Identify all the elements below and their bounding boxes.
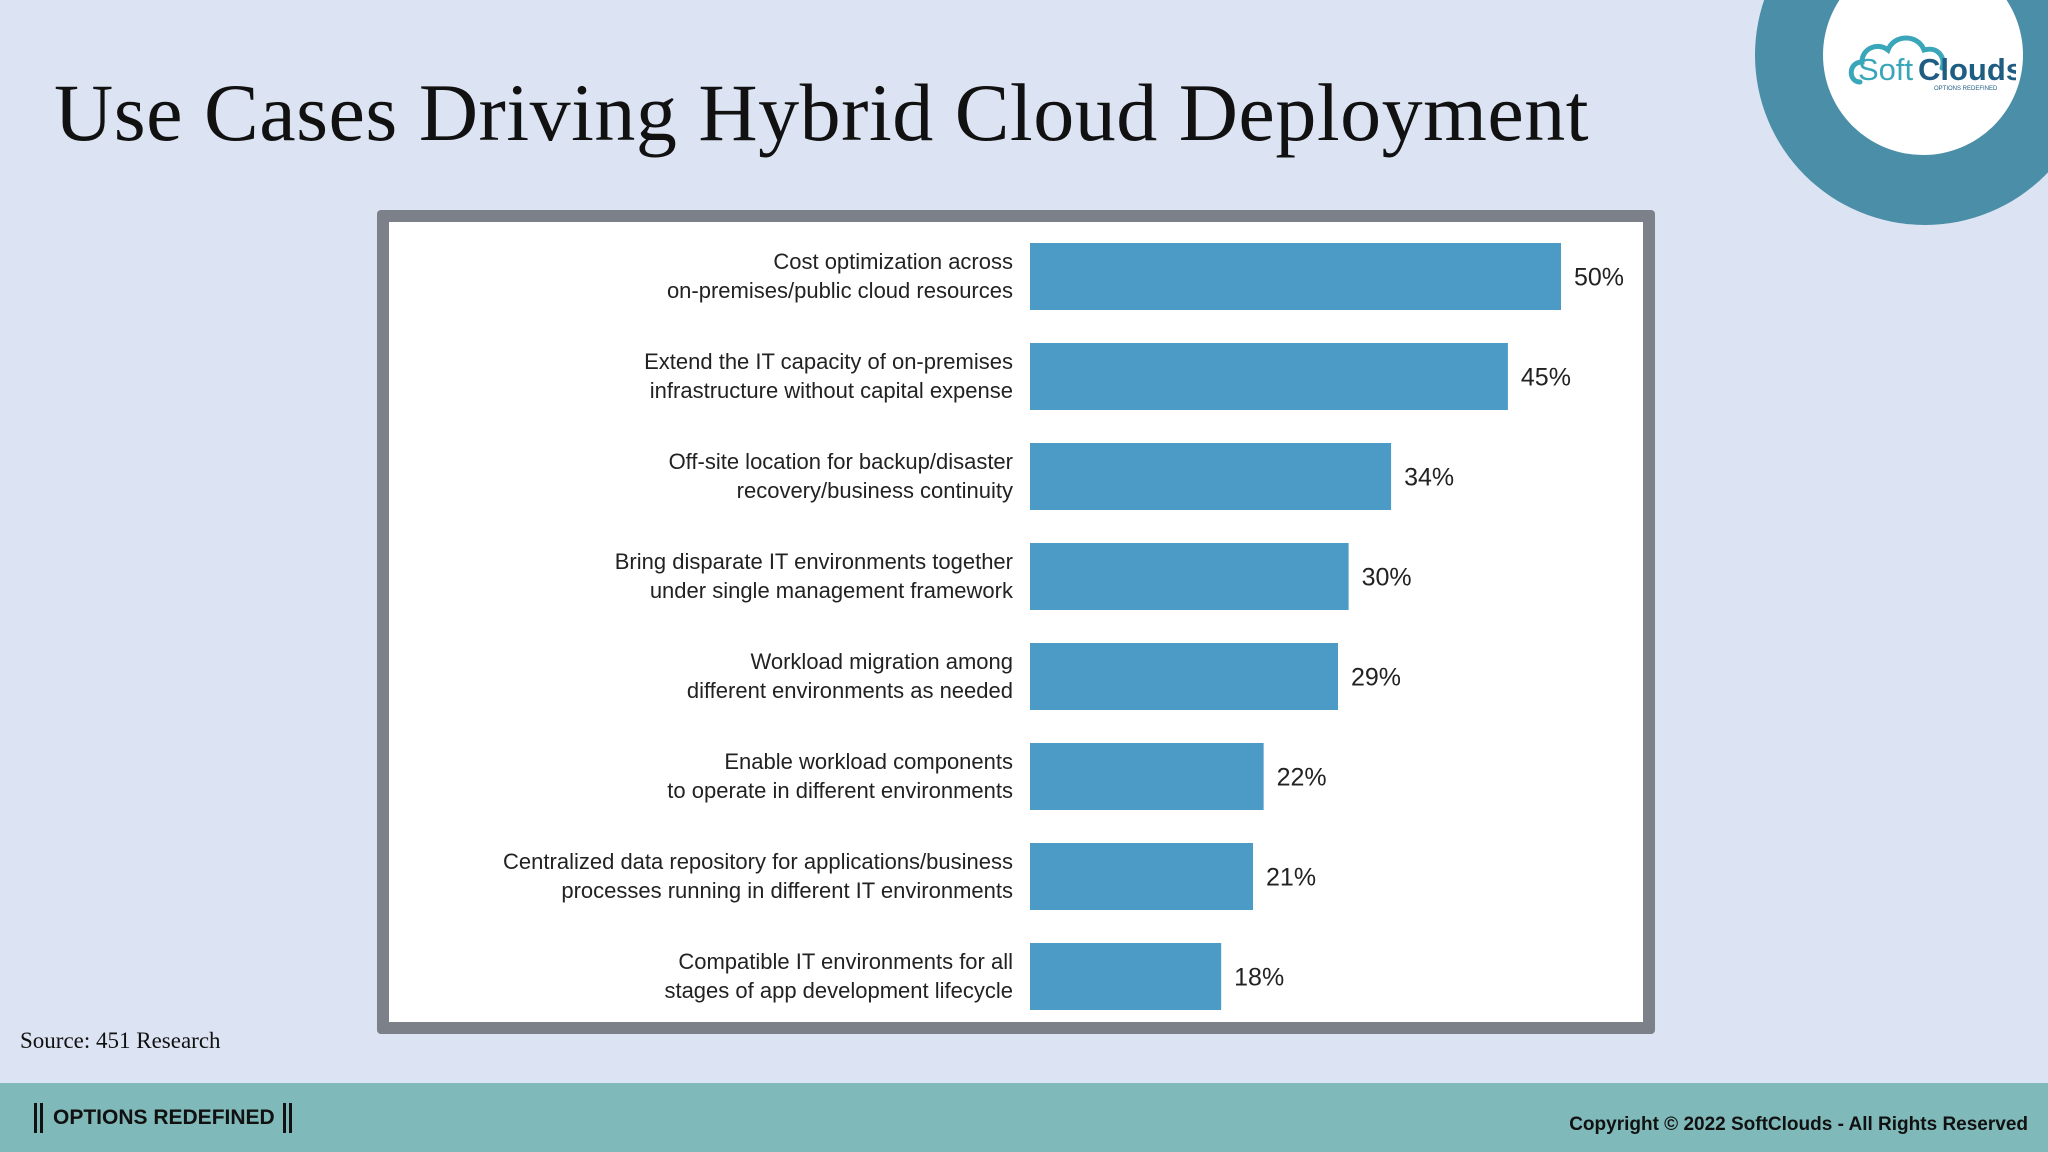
category-label: Workload migration among xyxy=(751,649,1014,674)
category-label: to operate in different environments xyxy=(667,778,1013,803)
chart-bar xyxy=(1030,343,1508,410)
category-label: under single management framework xyxy=(650,578,1014,603)
footer-copyright: Copyright © 2022 SoftClouds - All Rights… xyxy=(1569,1114,2028,1135)
category-label: Centralized data repository for applicat… xyxy=(503,849,1013,874)
slide-title: Use Cases Driving Hybrid Cloud Deploymen… xyxy=(54,67,1590,158)
bar-chart: 50% Cost optimization across on-premises/p… xyxy=(503,243,1624,1010)
category-label: different environments as needed xyxy=(687,678,1013,703)
logo-clouds-text: Clouds xyxy=(1918,52,2016,87)
data-label: 30% xyxy=(1362,564,1412,592)
category-label: Bring disparate IT environments together xyxy=(615,549,1013,574)
logo-disc xyxy=(1823,0,2023,155)
chart-bar xyxy=(1030,943,1222,1010)
double-bar-icon xyxy=(34,1103,43,1133)
category-label: Enable workload components xyxy=(724,749,1013,774)
category-label: on-premises/public cloud resources xyxy=(667,278,1013,303)
source-note: Source: 451 Research xyxy=(20,1028,221,1053)
chart-bar xyxy=(1030,243,1561,310)
data-label: 34% xyxy=(1404,464,1454,492)
footer-tagline: OPTIONS REDEFINED xyxy=(53,1106,275,1129)
data-label: 18% xyxy=(1234,964,1284,992)
category-label: Compatible IT environments for all xyxy=(678,949,1013,974)
softclouds-logo: Soft Clouds OPTIONS REDEFINED xyxy=(1848,35,2016,92)
data-label: 22% xyxy=(1277,764,1327,792)
data-label: 21% xyxy=(1266,864,1316,892)
chart-bar xyxy=(1030,843,1254,910)
chart-bar xyxy=(1030,543,1349,610)
footer-tagline-group: OPTIONS REDEFINED xyxy=(34,1103,292,1133)
chart-frame: 50% Cost optimization across on-premises/p… xyxy=(377,210,1655,1034)
chart-panel: 50% Cost optimization across on-premises/p… xyxy=(389,222,1643,1022)
category-label: processes running in different IT enviro… xyxy=(561,878,1013,903)
logo-soft-text: Soft xyxy=(1858,52,1914,87)
category-label: Cost optimization across xyxy=(773,249,1013,274)
category-label: recovery/business continuity xyxy=(737,478,1013,503)
data-label: 50% xyxy=(1574,264,1624,292)
cloud-logo-icon xyxy=(1848,35,1946,85)
chart-bar xyxy=(1030,643,1338,710)
category-label: stages of app development lifecycle xyxy=(664,978,1013,1003)
logo-tagline: OPTIONS REDEFINED xyxy=(1934,86,1998,92)
chart-bar xyxy=(1030,443,1392,510)
category-label: Off-site location for backup/disaster xyxy=(669,449,1013,474)
data-label: 29% xyxy=(1351,664,1401,692)
category-label: Extend the IT capacity of on-premises xyxy=(644,349,1013,374)
category-label: infrastructure without capital expense xyxy=(650,378,1013,403)
double-bar-icon xyxy=(282,1103,292,1133)
chart-bar xyxy=(1030,743,1264,810)
data-label: 45% xyxy=(1521,364,1571,392)
footer-bar: OPTIONS REDEFINED Copyright © 2022 SoftC… xyxy=(0,1083,2048,1152)
